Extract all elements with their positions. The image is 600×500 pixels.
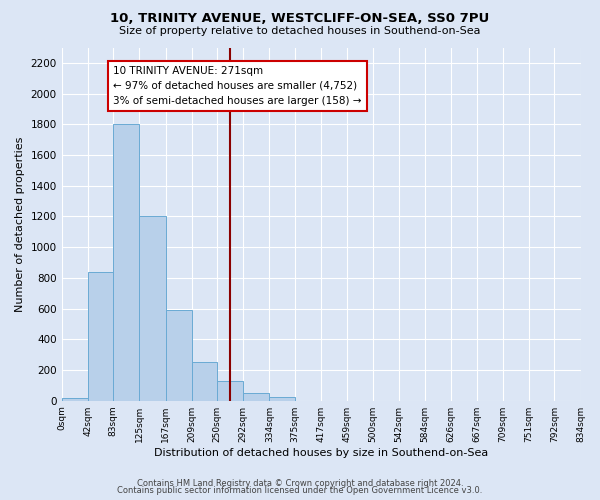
Bar (88, 272, 113, 400)
Bar (191, 362, 217, 401)
Bar (113, 124, 139, 400)
X-axis label: Distribution of detached houses by size in Southend-on-Sea: Distribution of detached houses by size … (154, 448, 488, 458)
Bar (166, 310, 191, 400)
Bar (244, 393, 269, 400)
Text: Size of property relative to detached houses in Southend-on-Sea: Size of property relative to detached ho… (119, 26, 481, 36)
Bar (217, 380, 244, 400)
Bar (139, 216, 166, 400)
Text: Contains HM Land Registry data © Crown copyright and database right 2024.: Contains HM Land Registry data © Crown c… (137, 478, 463, 488)
Y-axis label: Number of detached properties: Number of detached properties (15, 136, 25, 312)
Bar (269, 397, 295, 400)
Text: 10 TRINITY AVENUE: 271sqm
← 97% of detached houses are smaller (4,752)
3% of sem: 10 TRINITY AVENUE: 271sqm ← 97% of detac… (113, 66, 362, 106)
Text: Contains public sector information licensed under the Open Government Licence v3: Contains public sector information licen… (118, 486, 482, 495)
Bar (62, 398, 88, 400)
Text: 10, TRINITY AVENUE, WESTCLIFF-ON-SEA, SS0 7PU: 10, TRINITY AVENUE, WESTCLIFF-ON-SEA, SS… (110, 12, 490, 26)
